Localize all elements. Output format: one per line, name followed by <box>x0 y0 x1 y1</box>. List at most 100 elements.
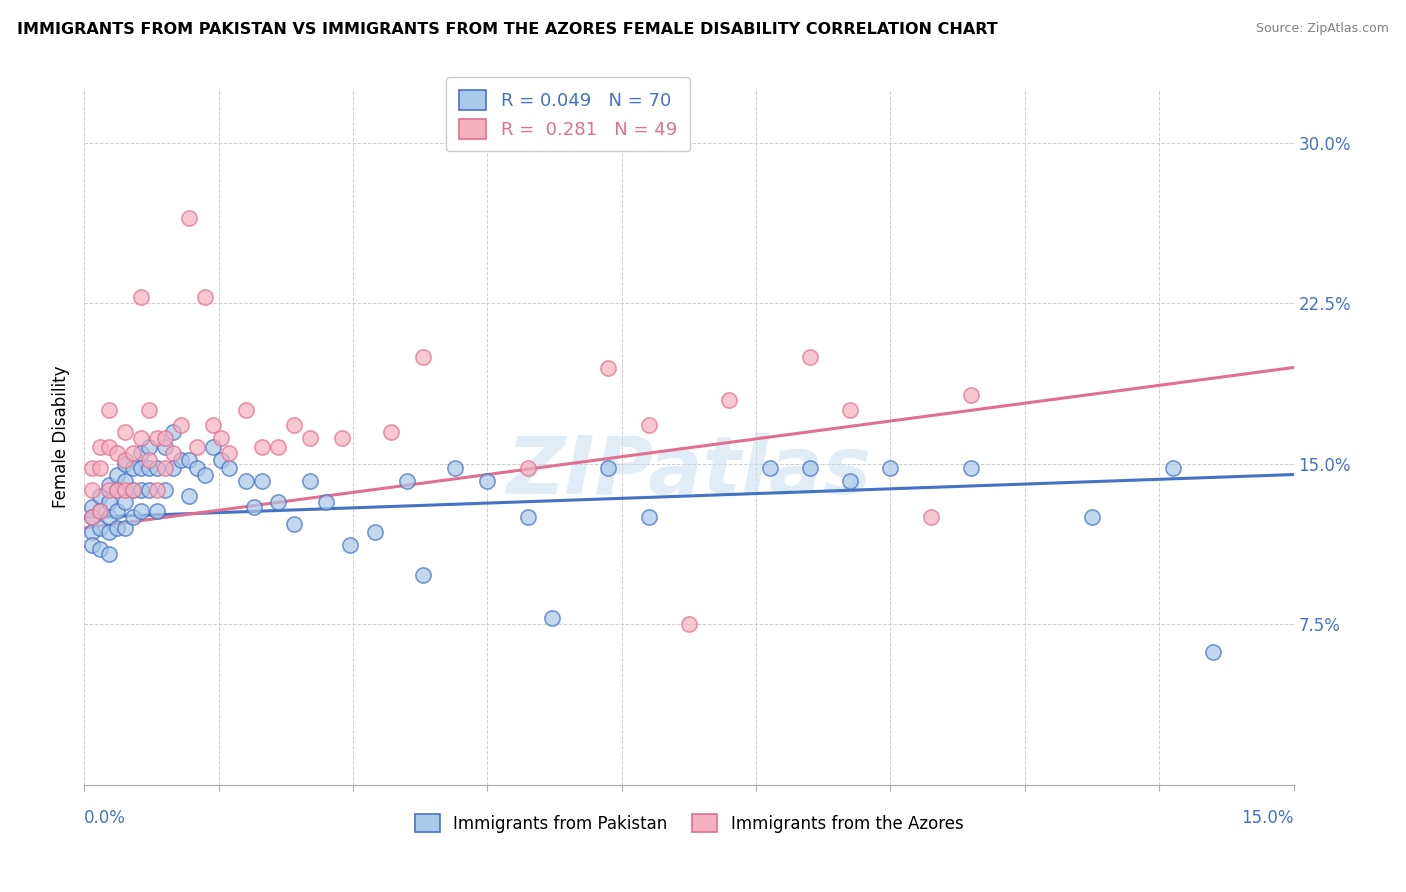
Point <box>138 403 160 417</box>
Point <box>444 461 467 475</box>
Point <box>202 418 225 433</box>
Point <box>598 461 620 475</box>
Point <box>412 350 434 364</box>
Point <box>283 516 305 531</box>
Point <box>839 403 862 417</box>
Point <box>1202 645 1225 659</box>
Point <box>129 483 152 497</box>
Point <box>82 525 104 540</box>
Point <box>202 440 225 454</box>
Point <box>121 510 143 524</box>
Point <box>162 461 184 475</box>
Point <box>97 478 120 492</box>
Point <box>138 440 160 454</box>
Point <box>89 489 111 503</box>
Point <box>129 290 152 304</box>
Point <box>121 446 143 460</box>
Point <box>186 440 208 454</box>
Point <box>89 461 111 475</box>
Point <box>121 483 143 497</box>
Point <box>363 525 385 540</box>
Point <box>179 489 201 503</box>
Point <box>153 483 176 497</box>
Point <box>960 388 983 402</box>
Point <box>1161 461 1184 475</box>
Point <box>194 290 217 304</box>
Point <box>283 418 305 433</box>
Point <box>97 547 120 561</box>
Point <box>330 431 353 445</box>
Point <box>129 504 152 518</box>
Point <box>97 525 120 540</box>
Point <box>97 483 120 497</box>
Point <box>89 440 111 454</box>
Point <box>960 461 983 475</box>
Point <box>637 510 659 524</box>
Point <box>315 495 337 509</box>
Point <box>920 510 942 524</box>
Point <box>267 440 290 454</box>
Point <box>114 483 136 497</box>
Point <box>89 504 111 518</box>
Point <box>97 510 120 524</box>
Point <box>138 483 160 497</box>
Point <box>129 461 152 475</box>
Point <box>477 474 499 488</box>
Point <box>97 495 120 509</box>
Point <box>799 461 821 475</box>
Point <box>170 418 193 433</box>
Point <box>1081 510 1104 524</box>
Point <box>153 461 176 475</box>
Point <box>114 425 136 439</box>
Point <box>235 474 257 488</box>
Point <box>138 461 160 475</box>
Point <box>235 403 257 417</box>
Point <box>121 461 143 475</box>
Point <box>97 403 120 417</box>
Point <box>218 446 240 460</box>
Point <box>718 392 741 407</box>
Point <box>839 474 862 488</box>
Point <box>114 495 136 509</box>
Point <box>105 521 128 535</box>
Text: IMMIGRANTS FROM PAKISTAN VS IMMIGRANTS FROM THE AZORES FEMALE DISABILITY CORRELA: IMMIGRANTS FROM PAKISTAN VS IMMIGRANTS F… <box>17 22 998 37</box>
Point <box>179 211 201 225</box>
Point <box>114 452 136 467</box>
Point <box>516 461 538 475</box>
Point <box>179 452 201 467</box>
Y-axis label: Female Disability: Female Disability <box>52 366 70 508</box>
Point <box>879 461 901 475</box>
Point <box>395 474 418 488</box>
Point <box>186 461 208 475</box>
Text: 15.0%: 15.0% <box>1241 809 1294 827</box>
Point <box>250 474 273 488</box>
Point <box>339 538 361 552</box>
Point <box>82 538 104 552</box>
Point <box>242 500 264 514</box>
Point <box>267 495 290 509</box>
Point <box>637 418 659 433</box>
Point <box>97 440 120 454</box>
Point <box>598 360 620 375</box>
Point <box>162 425 184 439</box>
Point <box>105 446 128 460</box>
Point <box>146 483 169 497</box>
Point <box>162 446 184 460</box>
Point <box>105 504 128 518</box>
Point <box>218 461 240 475</box>
Point <box>89 521 111 535</box>
Point <box>129 431 152 445</box>
Text: Source: ZipAtlas.com: Source: ZipAtlas.com <box>1256 22 1389 36</box>
Legend: Immigrants from Pakistan, Immigrants from the Azores: Immigrants from Pakistan, Immigrants fro… <box>405 804 973 843</box>
Point <box>799 350 821 364</box>
Point <box>114 521 136 535</box>
Point <box>105 467 128 482</box>
Point <box>82 510 104 524</box>
Point <box>516 510 538 524</box>
Point <box>541 611 564 625</box>
Point <box>146 431 169 445</box>
Point <box>146 504 169 518</box>
Point <box>82 510 104 524</box>
Point <box>194 467 217 482</box>
Point <box>250 440 273 454</box>
